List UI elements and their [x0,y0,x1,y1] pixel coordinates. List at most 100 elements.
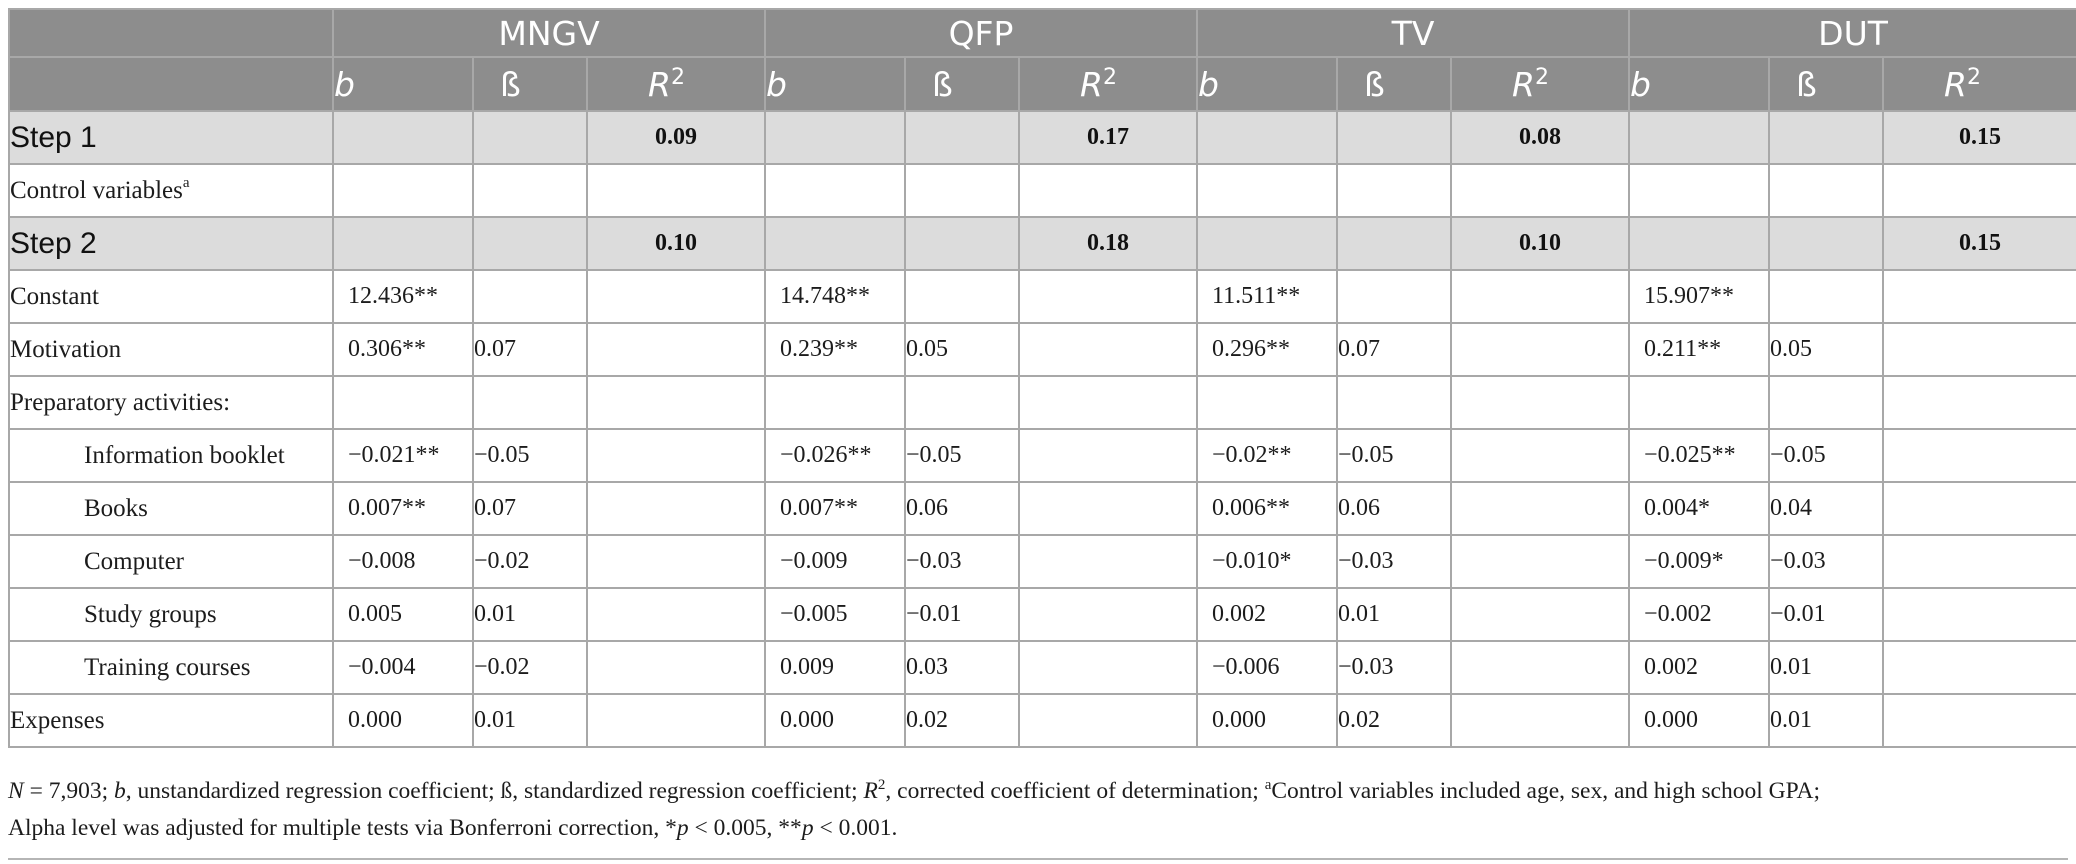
col-header-r2: R2 [1450,56,1631,112]
beta-cell [472,163,588,218]
b-cell: −0.004 [332,640,474,695]
beta-cell: −0.05 [472,428,588,483]
regression-table-container: MNGV QFP TV DUT b ß R2 b ß R2 b ß R2 b ß… [8,8,2076,748]
b-cell: −0.025** [1628,428,1771,483]
row-label: Study groups [8,587,334,642]
b-cell [332,216,474,271]
group-header-row: MNGV QFP TV DUT [8,8,2076,58]
beta-cell [1768,110,1885,165]
b-cell: 0.000 [764,693,906,748]
beta-cell: −0.05 [1768,428,1885,483]
beta-cell: 0.07 [472,322,588,377]
beta-cell [1768,375,1885,430]
r2-cell [1450,322,1631,377]
beta-cell: 0.01 [472,587,588,642]
table-row: Books 0.007** 0.07 0.007** 0.06 0.006** 0.06 0.… [8,481,2076,536]
table-footnote: N = 7,903; b, unstandardized regression … [8,767,2068,847]
beta-cell: 0.02 [904,693,1020,748]
beta-cell [1768,269,1885,324]
col-header-b: b [332,56,474,112]
r2-cell [586,481,766,536]
b-cell [1628,110,1771,165]
r2-cell [1450,640,1631,695]
col-header-r2: R2 [586,56,766,112]
r2-cell [586,375,766,430]
step-row: Step 1 0.09 0.17 0.08 0.15 [8,110,2076,165]
b-cell: 11.511** [1196,269,1339,324]
r2-cell [586,322,766,377]
beta-cell [1336,163,1453,218]
col-header-beta: ß [904,56,1020,112]
beta-cell: 0.06 [1336,481,1453,536]
row-label: Expenses [8,693,334,748]
beta-cell: 0.01 [1336,587,1453,642]
r2-cell [1017,269,1199,324]
r2-cell: 0.10 [1450,216,1631,271]
bottom-rule [8,858,2068,860]
table-row: Motivation 0.306** 0.07 0.239** 0.05 0.296** 0… [8,322,2076,377]
r2-cell [1450,428,1631,483]
r2-cell [1450,693,1631,748]
b-cell: −0.021** [332,428,474,483]
beta-cell: 0.04 [1768,481,1885,536]
group-header-mngv: MNGV [332,8,766,58]
col-header-beta: ß [1336,56,1453,112]
r2-cell [1450,481,1631,536]
b-cell: 0.239** [764,322,906,377]
beta-cell: 0.06 [904,481,1020,536]
r2-cell [1017,693,1199,748]
row-label-text: Preparatory activities: [10,388,231,416]
beta-cell: −0.03 [1336,534,1453,589]
table-row: Study groups 0.005 0.01 −0.005 −0.01 0.002 0.0… [8,587,2076,642]
r2-cell [1450,375,1631,430]
b-cell [764,375,906,430]
r2-cell [1882,428,2076,483]
beta-cell: 0.01 [1768,693,1885,748]
r2-cell [1882,375,2076,430]
b-cell: 0.211** [1628,322,1771,377]
r2-cell [1450,534,1631,589]
beta-cell: −0.01 [904,587,1020,642]
beta-cell [904,375,1020,430]
b-cell: 0.000 [1628,693,1771,748]
r2-cell [1882,534,2076,589]
row-label-text: Motivation [10,335,122,363]
beta-cell: 0.01 [472,693,588,748]
r2-cell [1882,640,2076,695]
b-cell: 0.002 [1196,587,1339,642]
beta-cell: 0.07 [1336,322,1453,377]
beta-cell: −0.02 [472,534,588,589]
beta-cell: 0.01 [1768,640,1885,695]
beta-cell: 0.05 [904,322,1020,377]
b-cell [1196,163,1339,218]
beta-cell: 0.03 [904,640,1020,695]
b-cell [1628,375,1771,430]
r2-cell [586,269,766,324]
r2-cell [586,428,766,483]
b-cell: −0.02** [1196,428,1339,483]
b-cell: 0.306** [332,322,474,377]
beta-cell [1336,269,1453,324]
r2-cell [1017,163,1199,218]
r2-cell [586,640,766,695]
col-header-beta: ß [1768,56,1885,112]
row-label-text: Step 1 [10,120,97,154]
footnote-line-2: Alpha level was adjusted for multiple te… [8,814,898,841]
r2-cell [586,693,766,748]
b-cell [332,110,474,165]
row-label-text: Expenses [10,706,105,734]
row-label-text: Training courses [84,653,251,681]
beta-cell: 0.05 [1768,322,1885,377]
r2-cell [1017,587,1199,642]
row-label: Control variablesa [8,163,334,218]
row-label-text: Constant [10,282,99,310]
b-cell: −0.005 [764,587,906,642]
row-label: Step 2 [8,216,334,271]
row-label: Step 1 [8,110,334,165]
b-cell [764,216,906,271]
col-header-b: b [1628,56,1771,112]
footnote-line-1: N = 7,903; b, unstandardized regression … [8,777,1821,804]
beta-cell: −0.05 [904,428,1020,483]
row-label: Preparatory activities: [8,375,334,430]
r2-cell [1017,428,1199,483]
